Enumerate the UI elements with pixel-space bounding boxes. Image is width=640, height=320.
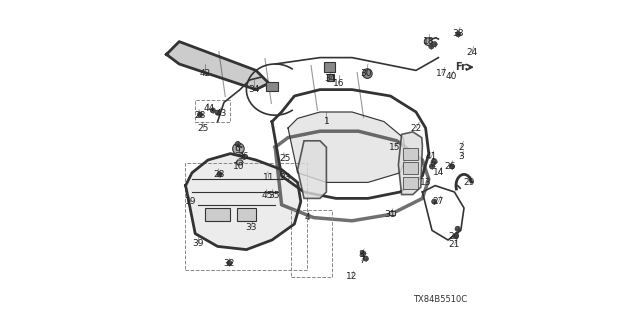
Text: 28: 28	[195, 111, 205, 120]
Circle shape	[364, 256, 369, 261]
Text: 1: 1	[324, 117, 329, 126]
Bar	[237, 208, 256, 221]
Text: 14: 14	[433, 168, 444, 177]
Bar	[185, 163, 307, 270]
Text: 23: 23	[279, 173, 291, 182]
Text: 39: 39	[192, 239, 204, 248]
Bar	[266, 82, 278, 91]
Circle shape	[217, 172, 222, 177]
Circle shape	[210, 108, 215, 113]
Polygon shape	[236, 160, 243, 165]
Text: 34: 34	[324, 74, 335, 83]
Circle shape	[429, 164, 435, 169]
Text: 9: 9	[234, 146, 239, 155]
Circle shape	[429, 44, 434, 49]
Text: 41: 41	[426, 152, 437, 161]
Text: 2: 2	[458, 143, 463, 152]
Bar	[403, 162, 418, 174]
Text: 25: 25	[198, 124, 209, 132]
Text: 22: 22	[410, 124, 422, 132]
Text: 3: 3	[458, 152, 463, 161]
Text: TX84B5510C: TX84B5510C	[413, 295, 467, 304]
Text: 8: 8	[359, 250, 364, 259]
Polygon shape	[298, 141, 326, 198]
Text: 12: 12	[346, 272, 358, 281]
Text: 42: 42	[199, 69, 211, 78]
Bar	[327, 74, 334, 81]
Bar	[324, 62, 335, 72]
Circle shape	[453, 234, 458, 239]
Text: 30: 30	[361, 69, 372, 78]
Bar	[195, 100, 230, 122]
Text: 19: 19	[185, 197, 196, 206]
Circle shape	[242, 154, 247, 159]
Text: 6: 6	[429, 159, 435, 168]
Text: 33: 33	[246, 223, 257, 232]
Text: 26: 26	[444, 162, 455, 171]
Text: 40: 40	[445, 72, 457, 81]
Text: 31: 31	[385, 210, 396, 219]
Circle shape	[233, 143, 244, 155]
Circle shape	[432, 42, 437, 47]
Polygon shape	[398, 132, 422, 195]
Circle shape	[227, 260, 232, 266]
Text: 43: 43	[215, 109, 227, 118]
Circle shape	[449, 164, 454, 169]
Text: 7: 7	[359, 256, 364, 265]
Text: 34: 34	[249, 85, 260, 94]
Polygon shape	[186, 154, 301, 250]
Bar	[291, 210, 332, 277]
Text: 21: 21	[449, 240, 460, 249]
Text: 20: 20	[449, 232, 460, 241]
Text: 17: 17	[436, 69, 447, 78]
Bar	[403, 177, 418, 189]
Circle shape	[432, 199, 437, 204]
Bar	[205, 208, 230, 221]
Text: 28: 28	[214, 170, 225, 179]
Text: 24: 24	[467, 48, 477, 57]
Circle shape	[362, 69, 372, 78]
Polygon shape	[166, 42, 269, 90]
Circle shape	[455, 226, 460, 231]
Text: 25: 25	[279, 154, 291, 163]
Text: Fr.: Fr.	[455, 62, 468, 72]
Text: 10: 10	[233, 162, 244, 171]
Text: 36: 36	[237, 152, 249, 161]
Circle shape	[360, 251, 366, 256]
Text: 27: 27	[433, 197, 444, 206]
Text: 13: 13	[420, 178, 431, 187]
Circle shape	[236, 141, 241, 147]
Text: 44: 44	[204, 104, 214, 113]
Text: 16: 16	[333, 79, 344, 88]
Text: 45: 45	[262, 191, 273, 200]
Text: 38: 38	[452, 29, 463, 38]
Polygon shape	[288, 112, 406, 182]
Bar	[403, 148, 418, 160]
Circle shape	[432, 159, 437, 164]
Text: 4: 4	[305, 213, 310, 222]
Circle shape	[456, 32, 461, 37]
Bar	[388, 211, 394, 215]
Circle shape	[215, 110, 220, 115]
Text: 32: 32	[223, 260, 234, 268]
Text: 18: 18	[423, 37, 435, 46]
Text: 35: 35	[268, 191, 279, 200]
Text: 15: 15	[390, 143, 401, 152]
Circle shape	[424, 38, 432, 45]
Circle shape	[197, 112, 202, 117]
Text: 11: 11	[263, 173, 275, 182]
Text: 29: 29	[463, 178, 474, 187]
